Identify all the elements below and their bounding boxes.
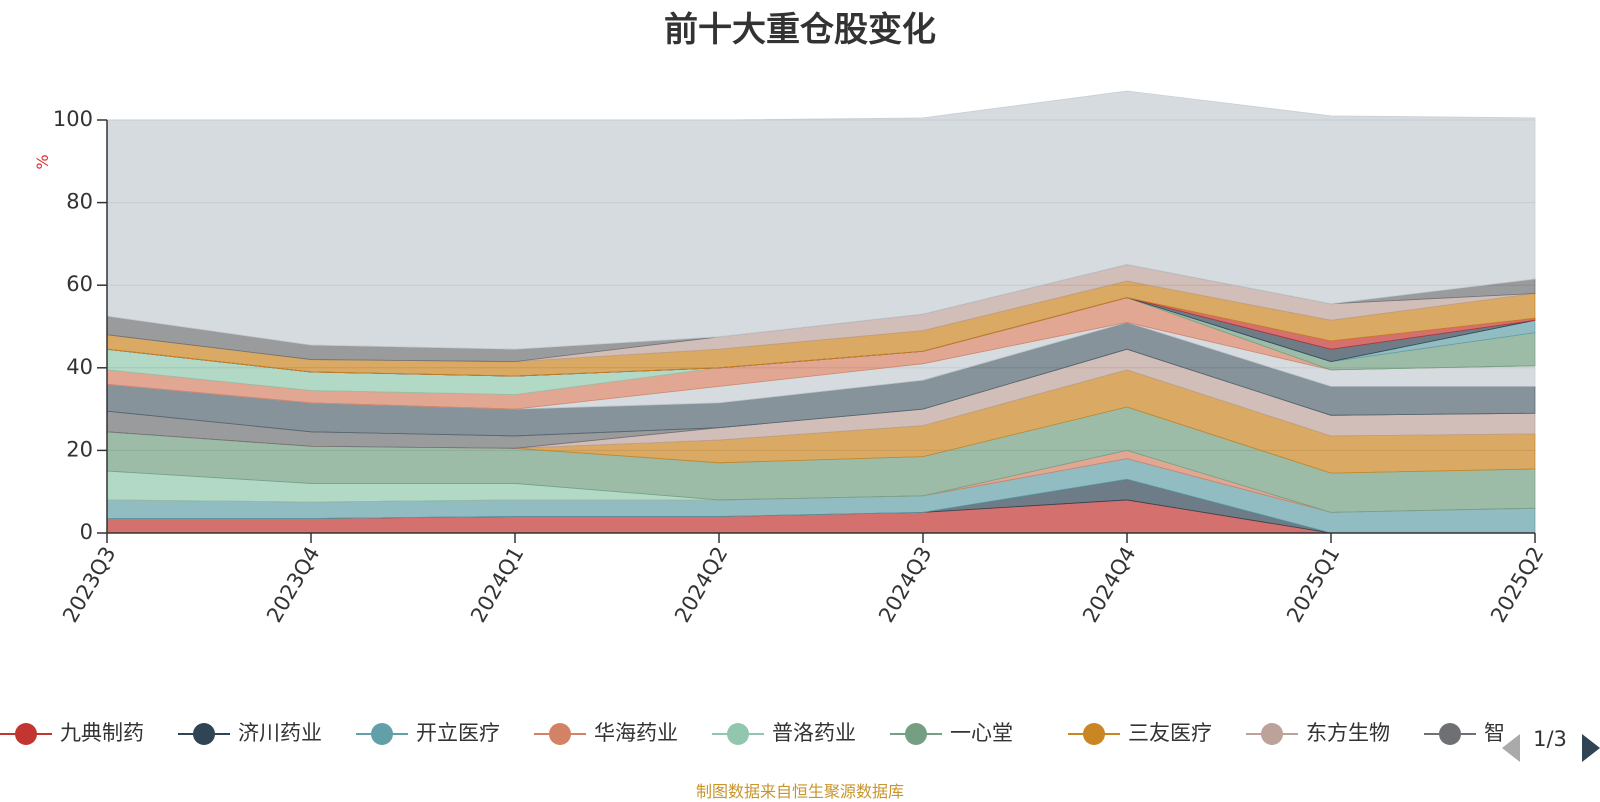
legend-item[interactable]: 智 bbox=[1424, 721, 1505, 745]
x-tick-label: 2025Q1 bbox=[1282, 543, 1344, 627]
y-tick-label: 40 bbox=[66, 355, 93, 379]
y-tick-label: 0 bbox=[80, 520, 93, 544]
legend-label: 一心堂 bbox=[950, 721, 1013, 745]
legend-label: 东方生物 bbox=[1306, 721, 1390, 745]
legend-marker bbox=[549, 723, 571, 745]
legend-marker bbox=[1083, 723, 1105, 745]
y-tick-label: 60 bbox=[66, 272, 93, 296]
legend-item[interactable]: 九典制药 bbox=[0, 721, 144, 745]
legend-marker bbox=[1439, 723, 1461, 745]
triangle-left-icon[interactable] bbox=[1502, 734, 1520, 762]
legend-label: 开立医疗 bbox=[416, 721, 500, 745]
legend-label: 普洛药业 bbox=[772, 721, 856, 745]
x-tick-label: 2024Q1 bbox=[466, 543, 528, 627]
legend-label: 华海药业 bbox=[594, 721, 678, 745]
legend: 九典制药 济川药业 开立医疗 华海药业 普洛药业 一心堂 三友医疗 东方生物 智 bbox=[0, 721, 1505, 745]
legend-marker bbox=[371, 723, 393, 745]
y-axis-label: % bbox=[33, 154, 52, 169]
legend-item[interactable]: 三友医疗 bbox=[1068, 721, 1212, 745]
x-tick-label: 2023Q3 bbox=[58, 543, 120, 627]
x-tick-label: 2023Q4 bbox=[262, 543, 324, 627]
stacked-areas bbox=[106, 90, 1536, 534]
legend-label: 三友医疗 bbox=[1128, 721, 1212, 745]
y-tick-label: 20 bbox=[66, 437, 93, 461]
x-tick-label: 2024Q4 bbox=[1078, 543, 1140, 627]
legend-item[interactable]: 济川药业 bbox=[178, 721, 322, 745]
x-tick-label: 2025Q2 bbox=[1486, 543, 1548, 627]
legend-label: 智 bbox=[1484, 721, 1505, 745]
x-tick-label: 2024Q2 bbox=[670, 543, 732, 627]
triangle-right-icon[interactable] bbox=[1582, 734, 1600, 762]
area-series-20 bbox=[106, 90, 1536, 350]
x-tick-label: 2024Q3 bbox=[874, 543, 936, 627]
legend-marker bbox=[193, 723, 215, 745]
legend-label: 九典制药 bbox=[60, 721, 144, 745]
legend-marker bbox=[1261, 723, 1283, 745]
source-note: 制图数据来自恒生聚源数据库 bbox=[695, 782, 904, 801]
legend-item[interactable]: 东方生物 bbox=[1246, 721, 1390, 745]
legend-marker bbox=[727, 723, 749, 745]
legend-label: 济川药业 bbox=[238, 721, 322, 745]
chart-title: 前十大重仓股变化 bbox=[664, 10, 936, 50]
y-tick-label: 80 bbox=[66, 190, 93, 214]
y-tick-label: 100 bbox=[53, 107, 93, 131]
legend-item[interactable]: 开立医疗 bbox=[356, 721, 500, 745]
legend-item[interactable]: 华海药业 bbox=[534, 721, 678, 745]
legend-pager: 1/3 bbox=[1502, 727, 1600, 762]
legend-item[interactable]: 一心堂 bbox=[890, 721, 1013, 745]
legend-page-indicator: 1/3 bbox=[1533, 727, 1567, 751]
legend-marker bbox=[905, 723, 927, 745]
legend-item[interactable]: 普洛药业 bbox=[712, 721, 856, 745]
legend-marker bbox=[15, 723, 37, 745]
